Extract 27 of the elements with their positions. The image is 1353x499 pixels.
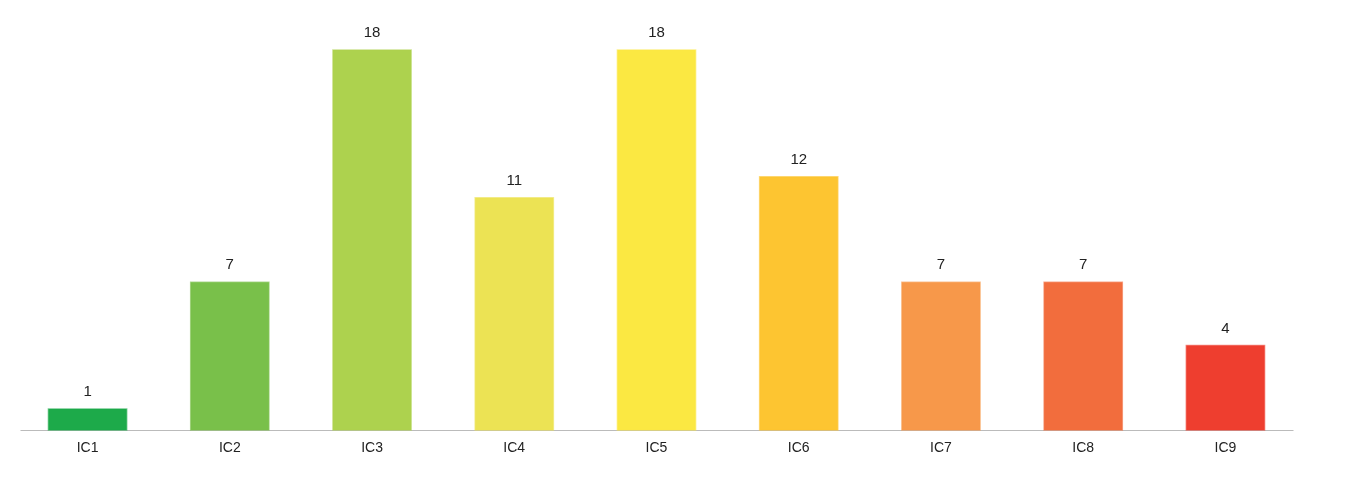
x-tick-label: IC1 [76, 438, 99, 455]
bar [332, 49, 412, 431]
x-tick-label: IC5 [645, 438, 668, 455]
bar [47, 408, 128, 431]
data-label: 12 [790, 149, 808, 167]
x-tick-label: IC2 [218, 438, 241, 455]
bar [758, 175, 839, 431]
bar [616, 49, 697, 431]
data-label: 1 [83, 381, 92, 399]
data-label: 7 [225, 255, 234, 273]
data-label: 18 [363, 23, 381, 40]
data-label: 11 [506, 170, 523, 188]
x-tick-label: IC3 [361, 438, 384, 455]
data-label: 7 [936, 255, 946, 273]
data-label: 4 [1221, 318, 1230, 336]
x-tick-label: IC4 [503, 438, 526, 455]
data-label: 18 [648, 23, 665, 40]
bar [1185, 344, 1266, 431]
x-tick-label: IC8 [1072, 438, 1095, 455]
x-tick-label: IC7 [930, 438, 953, 455]
bar [189, 281, 270, 431]
data-label: 7 [1079, 255, 1088, 273]
bar [474, 197, 555, 431]
x-tick-label: IC9 [1214, 438, 1237, 455]
bar [1043, 281, 1124, 431]
bar [901, 281, 981, 431]
x-tick-label: IC6 [787, 438, 810, 455]
